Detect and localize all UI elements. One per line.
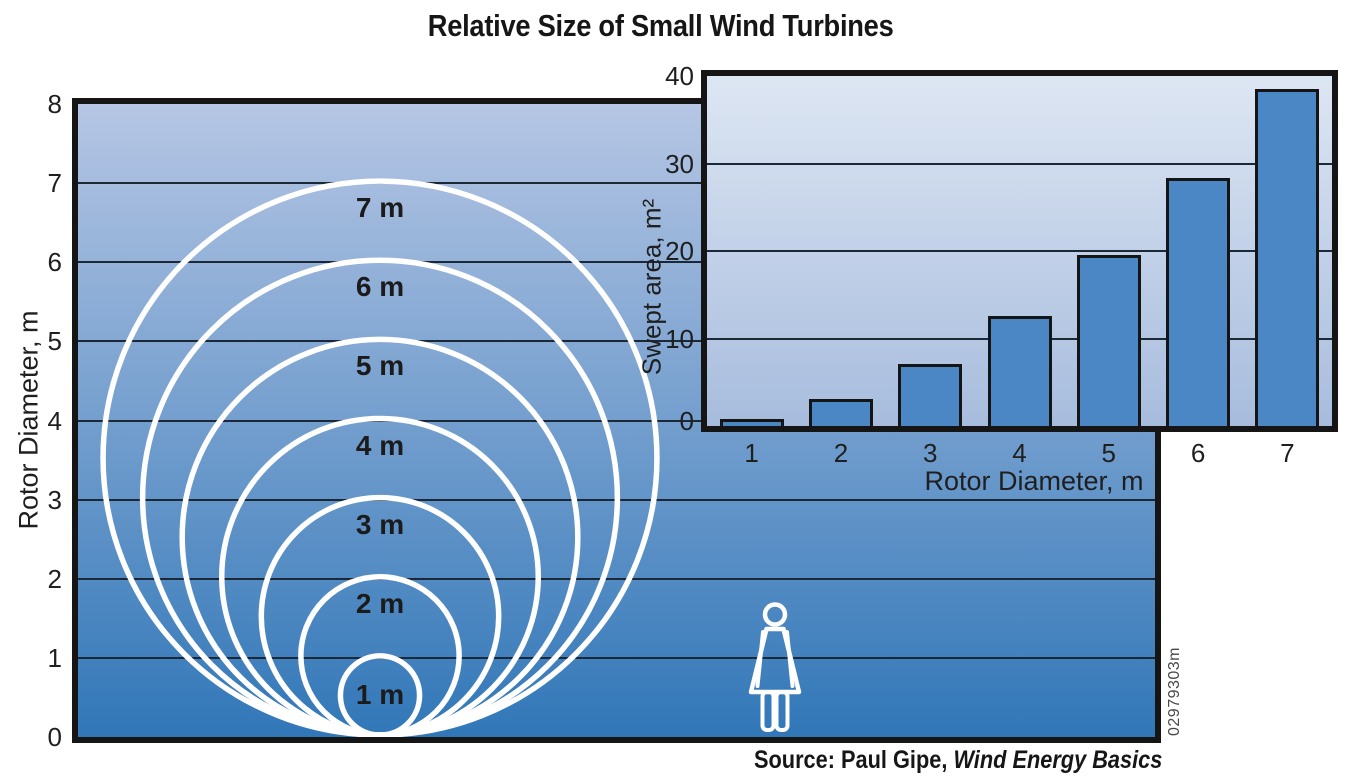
inset-chart-plot	[707, 76, 1332, 426]
main-y-tick-label-6: 6	[47, 247, 62, 278]
inset-x-tick-label-5: 5	[1101, 438, 1117, 468]
inset-x-tick-label-3: 3	[922, 438, 938, 468]
source-work-title: Wind Energy Basics	[953, 746, 1162, 774]
figure-title: Relative Size of Small Wind Turbines	[428, 8, 894, 43]
rotor-circle-label-2m: 2 m	[355, 587, 405, 619]
rotor-circle-label-1m: 1 m	[355, 679, 405, 711]
inset-y-tick-label-30: 30	[665, 148, 694, 179]
swept-area-bar-1m	[719, 419, 784, 426]
rotor-circles	[100, 178, 660, 737]
inset-y-tick-label-0: 0	[679, 406, 694, 436]
main-y-tick-label-4: 4	[47, 405, 62, 436]
main-y-tick-label-5: 5	[47, 326, 62, 357]
inset-x-tick-label-7: 7	[1280, 438, 1295, 468]
human-figure-icon	[748, 602, 802, 732]
main-y-tick-label-8: 8	[47, 89, 62, 119]
main-gridline-2m	[78, 577, 1155, 580]
swept-area-bar-5m	[1076, 254, 1141, 426]
human-left-leg	[760, 690, 776, 732]
source-text: Source: Paul Gipe, Wind Energy Basics	[754, 746, 1162, 775]
main-y-tick-label-0: 0	[47, 722, 62, 752]
rotor-circle-label-7m: 7 m	[355, 192, 405, 224]
human-left-arm	[755, 630, 765, 688]
human-dress	[748, 626, 802, 695]
rotor-circle-label-5m: 5 m	[355, 350, 405, 382]
inset-x-tick-label-2: 2	[833, 438, 849, 468]
main-gridline-7m	[78, 182, 1155, 185]
human-right-leg	[774, 690, 790, 732]
human-right-arm	[785, 630, 795, 688]
main-chart-plot: 1 m 2 m 3 m 4 m 5 m 6 m 7 m	[78, 104, 1155, 737]
main-gridline-4m	[78, 419, 1155, 422]
inset-y-tick-label-20: 20	[665, 236, 694, 266]
swept-area-bar-2m	[808, 398, 873, 426]
main-gridline-1m	[78, 656, 1155, 659]
swept-area-bar-3m	[898, 363, 963, 426]
main-y-tick-label-7: 7	[47, 168, 62, 199]
main-y-tick-label-2: 2	[47, 563, 62, 594]
main-gridline-6m	[78, 261, 1155, 264]
source-attribution: Source: Paul Gipe, Wind Energy Basics	[662, 746, 1162, 775]
inset-x-tick-label-6: 6	[1190, 438, 1206, 468]
inset-gridline-20	[707, 250, 1332, 252]
main-gridline-5m	[78, 340, 1155, 343]
human-head	[762, 602, 788, 627]
figure-id-vertical-text: 02979303m	[1166, 646, 1183, 736]
swept-area-bar-4m	[987, 315, 1052, 426]
main-y-tick-label-3: 3	[47, 484, 62, 515]
inset-x-axis-title: Rotor Diameter, m	[924, 466, 1144, 496]
rotor-circle-label-3m: 3 m	[355, 508, 405, 540]
main-y-tick-label-1: 1	[47, 642, 62, 673]
inset-chart	[701, 70, 1338, 432]
title-row: Relative Size of Small Wind Turbines	[0, 8, 1322, 44]
inset-x-tick-label-1: 1	[744, 438, 759, 468]
rotor-circle-label-6m: 6 m	[355, 271, 405, 303]
inset-y-tick-label-10: 10	[665, 323, 694, 354]
rotor-circle-1m	[337, 653, 423, 737]
inset-gridline-30	[707, 162, 1332, 165]
source-prefix: Source: Paul Gipe,	[753, 746, 954, 774]
rotor-circle-label-4m: 4 m	[355, 429, 405, 461]
inset-x-tick-label-4: 4	[1012, 438, 1027, 468]
swept-area-bar-6m	[1166, 178, 1231, 426]
swept-area-bar-7m	[1255, 89, 1320, 426]
inset-y-tick-label-40: 40	[665, 61, 694, 91]
